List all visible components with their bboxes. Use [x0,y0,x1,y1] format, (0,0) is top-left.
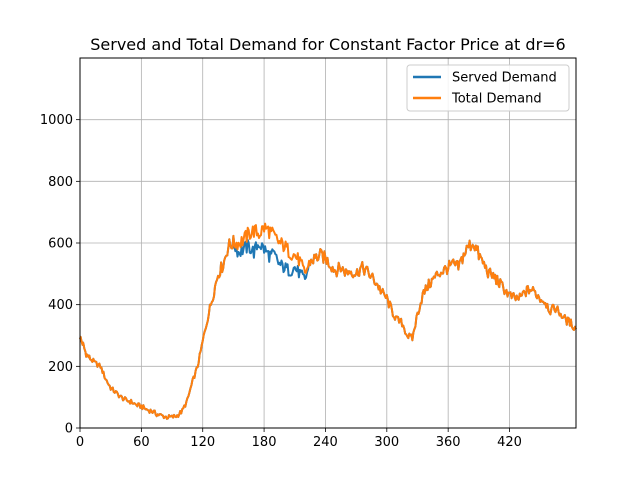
chart-title: Served and Total Demand for Constant Fac… [90,35,565,54]
y-axis: 0 200 400 600 800 1000 [40,113,80,437]
x-tick-label: 0 [76,435,84,450]
x-tick-label: 120 [190,435,215,450]
y-tick-label: 1000 [40,113,73,128]
series-line-total-demand [79,222,577,420]
legend-label: Total Demand [451,92,542,107]
x-tick-label: 180 [252,435,277,450]
y-tick-label: 600 [48,237,73,252]
grid [79,58,576,429]
y-tick-label: 0 [65,422,73,437]
legend: Served Demand Total Demand [406,64,570,112]
x-axis: 0 60 120 180 240 300 360 420 [76,428,522,450]
series-layer [79,222,577,420]
x-tick-label: 300 [374,435,399,450]
y-tick-label: 400 [48,298,73,313]
x-tick-label: 60 [133,435,150,450]
x-tick-label: 420 [497,435,522,450]
x-tick-label: 360 [436,435,461,450]
y-tick-label: 200 [48,360,73,375]
legend-label: Served Demand [452,71,557,86]
x-tick-label: 240 [313,435,338,450]
legend-box [406,64,570,112]
y-tick-label: 800 [48,175,73,190]
